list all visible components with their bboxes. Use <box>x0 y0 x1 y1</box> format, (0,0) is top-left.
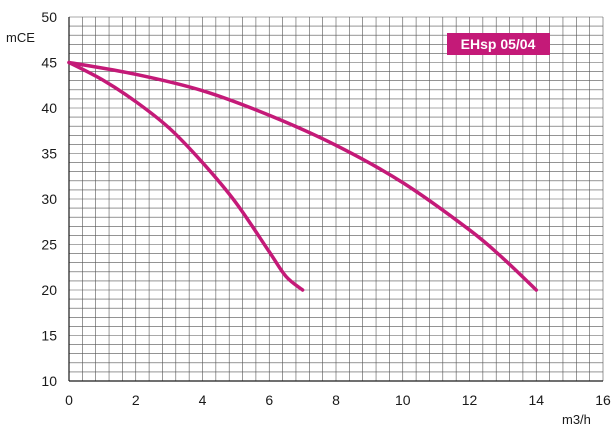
y-tick-label: 45 <box>41 55 57 71</box>
y-tick-label: 50 <box>41 9 57 25</box>
x-tick-label: 2 <box>132 392 140 408</box>
y-tick-label: 30 <box>41 191 57 207</box>
series-badge-background <box>447 33 550 55</box>
x-tick-label: 16 <box>595 392 611 408</box>
x-tick-label: 0 <box>65 392 73 408</box>
tick-labels: 0 2 4 6 8 10 12 14 16 10 15 20 25 30 35 40 45 50 <box>41 9 611 408</box>
x-tick-label: 4 <box>199 392 207 408</box>
axes <box>68 17 603 382</box>
series-badge-text: EHsp 05/04 <box>461 36 536 52</box>
y-tick-label: 25 <box>41 237 57 253</box>
y-axis-label: mCE <box>6 30 35 45</box>
grid <box>68 16 604 382</box>
series-badge: EHsp 05/04 <box>447 33 550 55</box>
series-line-2 <box>67 60 538 292</box>
x-tick-label: 12 <box>462 392 478 408</box>
x-tick-label: 14 <box>528 392 544 408</box>
y-tick-label: 10 <box>41 373 57 389</box>
series-line-1 <box>67 60 305 292</box>
y-tick-label: 20 <box>41 282 57 298</box>
y-tick-label: 15 <box>41 328 57 344</box>
x-tick-label: 6 <box>265 392 273 408</box>
y-tick-label: 40 <box>41 100 57 116</box>
y-tick-label: 35 <box>41 146 57 162</box>
x-tick-label: 10 <box>395 392 411 408</box>
series <box>67 60 538 292</box>
x-axis-label: m3/h <box>562 412 591 427</box>
x-tick-label: 8 <box>332 392 340 408</box>
